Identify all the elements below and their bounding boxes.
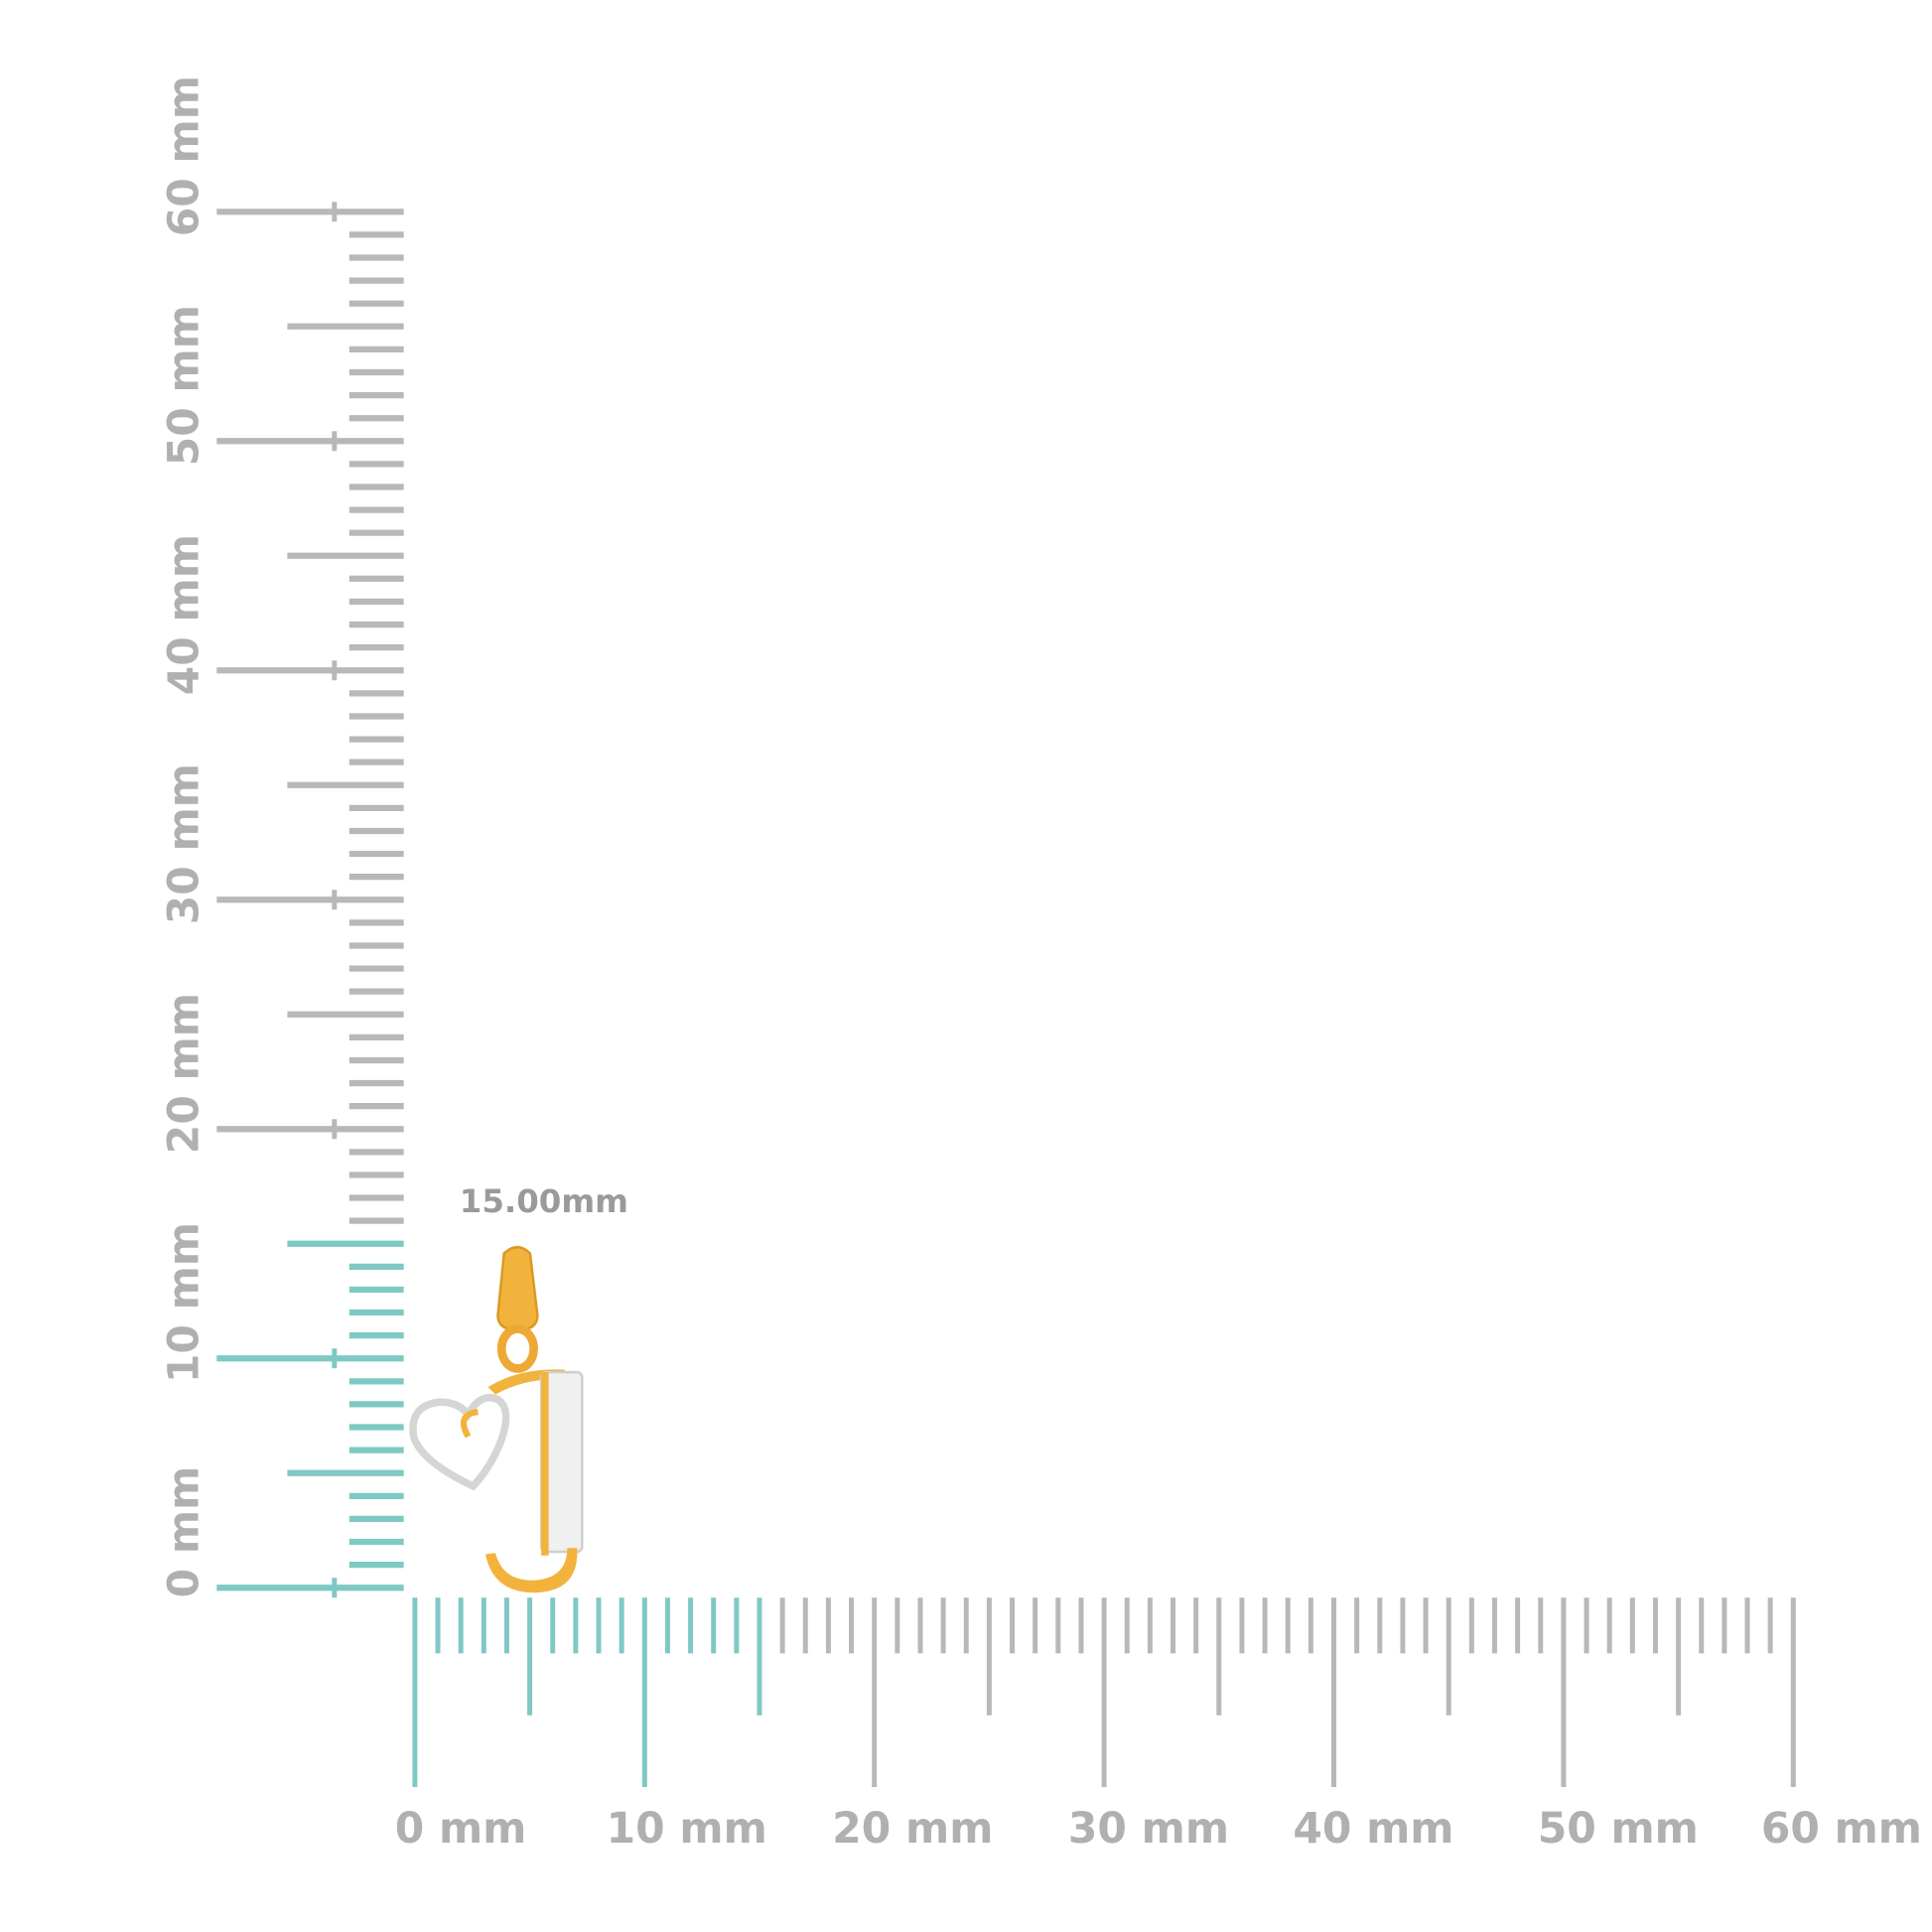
vertical-ruler-labels: 0 mm 10 mm 20 mm 30 mm 40 mm 50 mm 60 mm [161, 75, 209, 1597]
vertical-ruler [216, 202, 404, 1598]
horizontal-ruler-label: 30 mm [1068, 1805, 1229, 1854]
vertical-ruler-label: 30 mm [161, 763, 209, 924]
vertical-ruler-label: 20 mm [161, 993, 209, 1154]
horizontal-ruler [412, 1597, 1796, 1788]
vertical-ruler-label: 10 mm [161, 1222, 209, 1383]
vertical-ruler-label: 50 mm [161, 305, 209, 466]
jump-ring-icon [496, 1324, 539, 1373]
vertical-ruler-label: 40 mm [161, 534, 209, 695]
measurement-label: 15.00mm [460, 1182, 628, 1220]
heart-icon [409, 1394, 510, 1491]
horizontal-ruler-label: 0 mm [395, 1805, 527, 1854]
bail-icon [496, 1245, 539, 1331]
horizontal-ruler-label: 60 mm [1761, 1805, 1922, 1854]
horizontal-ruler-label: 10 mm [607, 1805, 767, 1854]
horizontal-ruler-labels: 0 mm 10 mm 20 mm 30 mm 40 mm 50 mm 60 mm [395, 1805, 1922, 1854]
pendant-image [409, 1245, 584, 1593]
horizontal-ruler-label: 40 mm [1293, 1805, 1453, 1854]
vertical-ruler-label: 0 mm [161, 1466, 209, 1598]
j-hook-icon [484, 1548, 578, 1593]
vertical-ruler-label: 60 mm [161, 75, 209, 236]
horizontal-ruler-label: 20 mm [832, 1805, 993, 1854]
horizontal-ruler-label: 50 mm [1538, 1805, 1699, 1854]
